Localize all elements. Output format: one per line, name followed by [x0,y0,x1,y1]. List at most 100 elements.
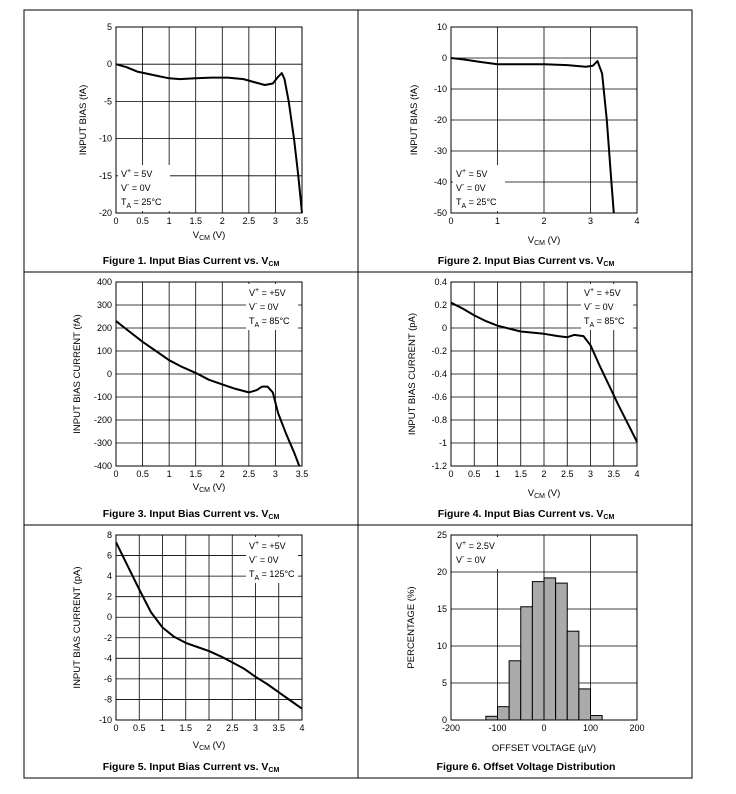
x-tick-label: 4 [634,469,639,479]
figure-6-chart: V+ = 2.5V V- = 0V -200 -100 0 100 200 0 5 10 15 20 2… [406,530,645,773]
y-tick-label: -40 [434,177,447,187]
figure-caption: Figure 4. Input Bias Current vs. VCM [438,508,615,521]
x-tick-label: 2 [206,723,211,733]
y-tick-label: 0.2 [434,300,447,310]
y-tick-label: -5 [104,96,112,106]
y-tick-label: 0 [107,59,112,69]
y-tick-label: 0 [442,715,447,725]
series-line [115,320,301,467]
y-tick-label: 6 [107,551,112,561]
x-tick-label: 2 [220,216,225,226]
x-tick-label: 3.5 [296,469,309,479]
x-tick-label: 3.5 [296,216,309,226]
y-tick-label: 25 [437,530,447,540]
y-tick-label: -0.2 [431,346,447,356]
legend-entry: TA = 125°C [249,569,295,582]
x-tick-label: 3 [253,723,258,733]
x-tick-label: 0.5 [136,216,149,226]
x-tick-label: 0 [448,216,453,226]
y-axis-label: PERCENTAGE (%) [406,586,417,668]
x-tick-label: 0 [448,469,453,479]
y-axis-label: INPUT BIAS CURRENT (pA) [72,566,83,688]
legend-entry: V+ = 5V [121,168,152,179]
x-tick-label: -200 [442,723,460,733]
histogram-bar [497,706,510,721]
legend-background [581,284,633,330]
plot-border [115,534,303,721]
histogram-bar [578,688,591,721]
x-axis-label: VCM (V) [528,488,561,500]
legend-background [118,165,170,211]
histogram-bar [590,715,603,721]
y-tick-label: -10 [99,715,112,725]
series-line [115,541,303,710]
y-axis-label: INPUT BIAS CURRENT (fA) [72,314,83,433]
figure-caption: Figure 2. Input Bias Current vs. VCM [438,255,615,268]
histogram-bar [508,660,522,721]
legend-entry: TA = 85°C [249,316,290,329]
figure-caption: Figure 6. Offset Voltage Distribution [437,761,616,773]
x-tick-label: -100 [488,723,506,733]
x-tick-label: 0.5 [136,469,149,479]
y-tick-label: -30 [434,146,447,156]
y-tick-label: -200 [94,415,112,425]
x-tick-label: 1 [167,469,172,479]
x-tick-label: 200 [629,723,644,733]
x-tick-label: 2.5 [243,469,256,479]
y-tick-label: -0.6 [431,392,447,402]
x-tick-label: 1 [167,216,172,226]
y-tick-label: -20 [434,115,447,125]
y-tick-label: 10 [437,641,447,651]
x-tick-label: 3.5 [272,723,285,733]
y-tick-label: 0 [107,369,112,379]
x-tick-label: 0.5 [133,723,146,733]
legend-entry: V+ = +5V [584,287,621,298]
histogram-bar [531,581,545,721]
x-tick-label: 1 [495,469,500,479]
x-tick-label: 100 [583,723,598,733]
y-tick-label: 0.4 [434,277,447,287]
x-tick-label: 1.5 [179,723,192,733]
y-tick-label: -1 [439,438,447,448]
x-tick-label: 2.5 [243,216,256,226]
x-tick-label: 3 [273,469,278,479]
x-tick-label: 3 [588,216,593,226]
x-tick-label: 3 [273,216,278,226]
y-tick-label: -1.2 [431,461,447,471]
legend-entry: V- = 0V [249,301,279,312]
y-axis-label: INPUT BIAS (fA) [78,85,89,156]
x-axis-label: OFFSET VOLTAGE (µV) [492,743,596,754]
plot-border [450,281,638,467]
x-tick-label: 2 [541,216,546,226]
x-tick-label: 0 [541,723,546,733]
x-tick-label: 2 [220,469,225,479]
y-tick-label: 300 [97,300,112,310]
plot-border [450,26,638,214]
histogram-bar [520,606,533,721]
y-tick-label: 0 [442,323,447,333]
x-tick-label: 2.5 [561,469,574,479]
y-tick-label: -20 [99,208,112,218]
x-tick-label: 4 [634,216,639,226]
y-axis-label: INPUT BIAS (fA) [409,85,420,156]
legend-entry: V- = 0V [456,182,486,193]
y-tick-label: 15 [437,604,447,614]
y-tick-label: -15 [99,171,112,181]
legend-entry: V+ = 5V [456,168,487,179]
figure-caption: Figure 5. Input Bias Current vs. VCM [103,761,280,774]
y-axis-label: INPUT BIAS CURRENT (pA) [407,313,418,435]
plot-border [115,281,303,467]
x-tick-label: 0 [113,216,118,226]
x-axis-label: VCM (V) [193,230,226,242]
histogram-bar [566,630,580,721]
y-tick-label: -50 [434,208,447,218]
y-tick-label: 10 [437,22,447,32]
x-axis-label: VCM (V) [528,235,561,247]
x-tick-label: 1 [495,216,500,226]
x-axis-label: VCM (V) [193,482,226,494]
series-line [450,57,615,214]
legend-background [246,537,298,583]
y-tick-label: 4 [107,571,112,581]
y-tick-label: -100 [94,392,112,402]
